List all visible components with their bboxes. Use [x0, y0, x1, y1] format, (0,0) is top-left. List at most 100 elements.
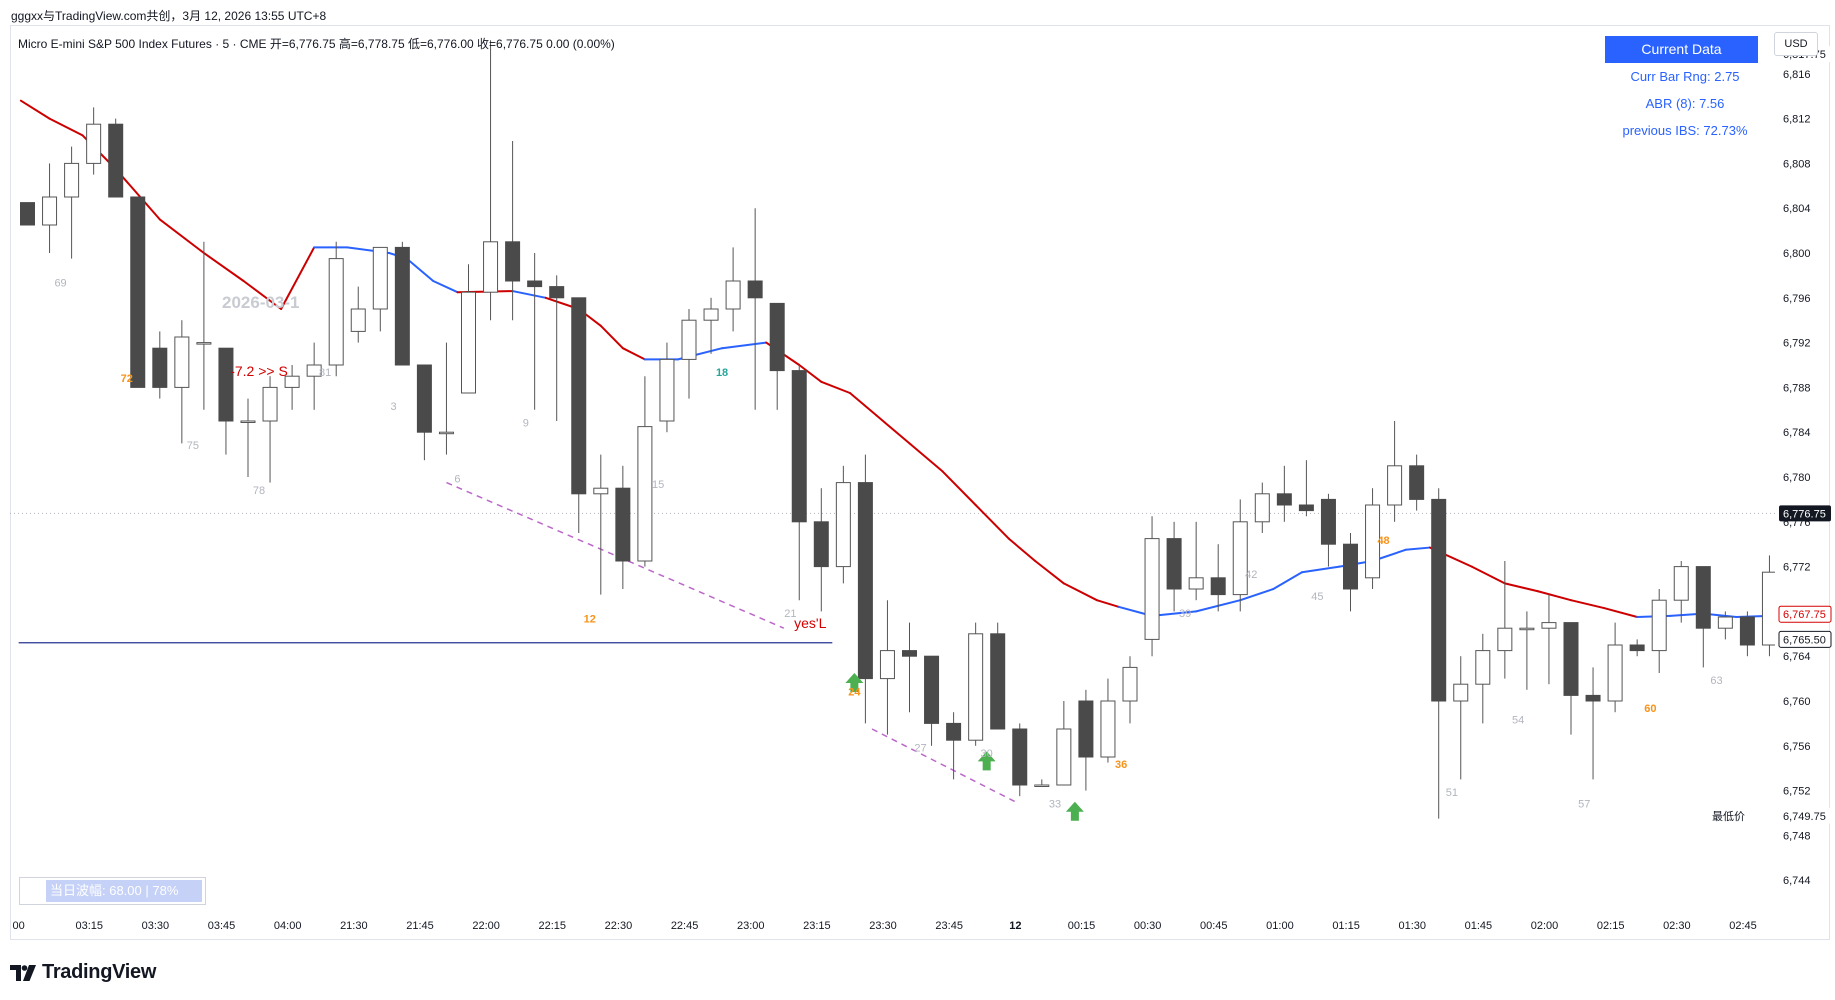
candle: [835, 465, 851, 584]
price-tick-label: 6,804: [1783, 203, 1811, 215]
candle-body-up: [1607, 644, 1623, 702]
candle-body-down: [1276, 493, 1292, 506]
candle: [1365, 488, 1381, 589]
candle-body-down: [615, 487, 631, 562]
candle-body-up: [1232, 521, 1248, 596]
candle-body-up: [1100, 700, 1116, 758]
candle: [1298, 460, 1314, 517]
trend-line: [871, 728, 1016, 803]
candle-body-up: [240, 420, 256, 423]
candle-body-up: [1188, 577, 1204, 590]
candle-body-down: [1695, 566, 1711, 629]
candle: [416, 364, 432, 461]
panel-title: Current Data: [1605, 36, 1758, 63]
candle: [1563, 622, 1579, 735]
ma-line-segment: [974, 504, 1010, 540]
time-tick-label: 03:30: [142, 920, 170, 932]
candle-body-up: [593, 487, 609, 495]
candle: [1519, 611, 1535, 690]
candle: [813, 488, 829, 612]
candle: [1475, 633, 1491, 724]
candle: [196, 241, 212, 410]
ma-line-segment: [1007, 537, 1037, 562]
currency-selector[interactable]: USD: [1774, 32, 1818, 56]
candle: [64, 146, 80, 259]
candle: [1673, 561, 1689, 623]
ma-line-segment: [48, 117, 84, 137]
buy-arrow-icon: [977, 751, 996, 771]
candle-body-up: [1541, 622, 1557, 629]
candle: [857, 454, 873, 724]
candle-body-up: [461, 291, 476, 394]
candle-body-down: [946, 722, 962, 741]
candle: [990, 622, 1006, 730]
candle: [1100, 678, 1116, 763]
ma-line-segment: [1470, 565, 1506, 585]
candle: [747, 208, 763, 410]
candle: [1651, 589, 1667, 673]
candle-body-down: [20, 202, 35, 226]
ma-line-segment: [242, 280, 283, 310]
candle: [593, 454, 609, 595]
bar-count-label: 21: [784, 608, 796, 620]
time-tick-label: 02:45: [1729, 920, 1757, 932]
candle-body-down: [1298, 504, 1314, 512]
buy-arrow-icon: [845, 673, 864, 692]
candle-body-down: [1431, 498, 1447, 702]
candle-body-up: [350, 308, 366, 332]
candle-body-up: [284, 375, 300, 388]
bar-count-label: 45: [1311, 591, 1323, 603]
price-axis: 6,7446,7486,7526,7566,7606,7646,7686,772…: [1708, 46, 1832, 887]
bar-count-label: 72: [121, 373, 133, 385]
candle: [108, 118, 124, 198]
time-tick-label: 22:15: [539, 920, 567, 932]
candle: [130, 196, 146, 388]
time-tick-label: 00:15: [1068, 920, 1096, 932]
candle: [791, 365, 807, 601]
candle: [1320, 493, 1336, 567]
daily-range-box: 当日波幅: 68.00 | 78%: [19, 877, 206, 905]
bar-count-label: 60: [1644, 703, 1656, 715]
ma-line-segment: [798, 364, 823, 383]
price-badge-label: 6,749.75: [1783, 811, 1826, 823]
price-tick-label: 6,772: [1783, 562, 1811, 574]
bar-count-label: 48: [1377, 535, 1389, 547]
ma-line-segment: [511, 290, 547, 299]
time-tick-label: 04:00: [274, 920, 302, 932]
bar-count-label: 27: [914, 742, 926, 754]
bar-count-label: 51: [1446, 787, 1458, 799]
buy-arrow-icon: [1065, 801, 1084, 821]
candle: [20, 202, 35, 226]
candle-body-down: [1078, 700, 1094, 758]
candle: [615, 465, 631, 589]
candle-body-down: [1166, 538, 1182, 590]
candle-body-up: [1761, 571, 1775, 646]
ma-line-segment: [405, 257, 435, 282]
ma-line-segment: [158, 218, 205, 254]
candle: [328, 241, 344, 377]
candle-body-down: [857, 482, 873, 680]
candle-body-up: [196, 342, 212, 345]
candle-body-down: [1785, 572, 1799, 600]
chart-pane[interactable]: [10, 25, 1830, 940]
candle-body-down: [924, 655, 940, 724]
ma-line-segment: [1300, 565, 1341, 574]
candle: [924, 655, 940, 746]
time-tick-label: 22:45: [671, 920, 699, 932]
candle: [1012, 723, 1028, 797]
candle-body-up: [1122, 666, 1138, 702]
ma-line-segment: [1404, 546, 1431, 551]
candle: [1585, 667, 1601, 780]
price-badge-label: 6,765.50: [1783, 634, 1826, 646]
candle-body-down: [527, 280, 543, 288]
signal-annotation: -7.2 >> S: [230, 363, 288, 379]
candle-body-down: [769, 302, 785, 372]
candle-body-down: [1409, 465, 1425, 500]
candle-body-down: [1563, 622, 1579, 696]
candle: [1056, 701, 1072, 786]
tradingview-logo[interactable]: TradingView: [10, 961, 156, 984]
candle: [1210, 544, 1226, 612]
candle: [1254, 482, 1270, 533]
